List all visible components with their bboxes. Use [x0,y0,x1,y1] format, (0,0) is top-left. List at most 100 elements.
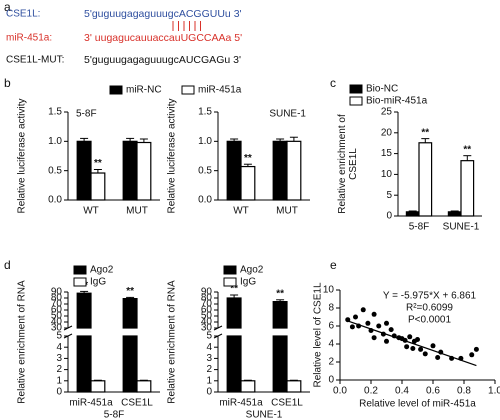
x-tick-label: miR-451a [69,398,113,409]
bar [122,140,138,201]
y-tick-label: 0.5 [198,165,212,176]
panel-label: d [4,258,11,272]
point [349,324,355,330]
fit-line [347,320,477,367]
x-axis-label: SUNE-1 [246,410,283,420]
y-tick-label: 5 [386,190,392,201]
bar [226,335,242,393]
bar [90,380,106,393]
y-tick-label: 0 [328,375,334,386]
y-tick-label: 0.5 [48,165,62,176]
y-tick-label: 6 [328,321,334,332]
y-axis-label: Relative luciferase activity [167,98,178,213]
y-tick-label: 4 [328,339,334,350]
legend-swatch [73,277,87,287]
point [384,338,389,344]
y-tick-label: 5 [206,331,212,342]
y-tick-label: 10 [323,285,335,296]
y-tick-label: 1.0 [198,136,212,147]
point [404,344,410,350]
x-tick-label: MUT [276,206,298,217]
bar [76,140,92,201]
bar [76,292,92,329]
significance: ** [463,144,471,155]
legend-label: miR-NC [126,85,162,96]
legend-label: Ago2 [90,265,114,276]
legend-label: Bio-miR-451a [366,96,428,107]
x-tick-label: 0.0 [333,386,347,397]
legend-label: IgG [240,277,256,288]
panel-label: c [330,76,336,90]
bar [240,165,256,201]
point [360,307,366,313]
point [469,352,475,358]
point [415,337,420,342]
x-tick-label: 0.8 [457,386,471,397]
point [422,351,428,357]
y-tick-label: 80 [201,293,213,304]
axis-break [63,333,73,339]
significance: ** [94,158,102,169]
sequence: 3' uugagucauuaccauUGCCAAa 5' [84,32,242,44]
y-tick-label: 0 [386,211,392,222]
axis-break [213,333,223,339]
y-tick-label: 50 [51,311,63,322]
point [365,320,371,326]
y-tick-label: 2 [56,364,62,375]
bar [418,142,433,217]
y-tick-label: 20 [381,127,393,138]
y-tick-label: 4 [56,342,62,353]
point [371,335,377,341]
y-tick-label: 40 [51,317,63,328]
bar [136,380,152,393]
y-tick-label: 0.0 [198,195,212,206]
pairing-bars [172,21,201,31]
x-tick-label: CSE1L [271,398,303,409]
y-tick-label: 30 [201,323,213,334]
legend-swatch [349,84,363,94]
bar [460,160,475,217]
sequence: 5'guguugagaguuugcAUCGAGu 3' [84,54,241,66]
legend-swatch [223,265,237,275]
y-tick-label: 0.0 [48,195,62,206]
legend-label: Ago2 [240,265,264,276]
bar [286,140,302,201]
legend-label: miR-451a [198,85,242,96]
bar [405,211,420,217]
y-tick-label: 90 [201,287,213,298]
bar [272,335,288,393]
x-tick-label: 0.2 [364,386,378,397]
y-tick-label: 1 [206,375,212,386]
panel-label: b [4,76,11,90]
y-tick-label: 1.0 [48,136,62,147]
legend-swatch [73,265,87,275]
chart-title: SUNE-1 [269,109,306,120]
chart-title: 5-8F [76,109,97,120]
y-tick-label: 10 [381,169,393,180]
y-tick-label: 15 [381,148,393,159]
p-value: P<0.0001 [408,315,452,326]
y-tick-label: 1.5 [198,107,212,118]
y-tick-label: 3 [56,353,62,364]
y-axis-label: Relative enrichment of RNA [167,280,178,404]
significance: ** [244,153,252,164]
bar [447,211,462,217]
x-tick-label: 5-8F [409,222,430,233]
legend-swatch [181,85,195,95]
bar [226,297,242,329]
point [371,311,377,317]
y-tick-label: 25 [381,107,393,118]
point [388,327,394,333]
point [430,343,436,349]
x-tick-label: 1.0 [488,386,500,397]
y-tick-label: 0 [206,387,212,398]
point [384,320,389,326]
point [473,346,479,352]
sequence: 5'guguugagaguuugcACGGUUu 3' [84,8,242,20]
point [410,346,416,351]
point [418,346,424,352]
bar [76,335,92,393]
y-tick-label: 80 [51,293,63,304]
bar [90,172,106,201]
